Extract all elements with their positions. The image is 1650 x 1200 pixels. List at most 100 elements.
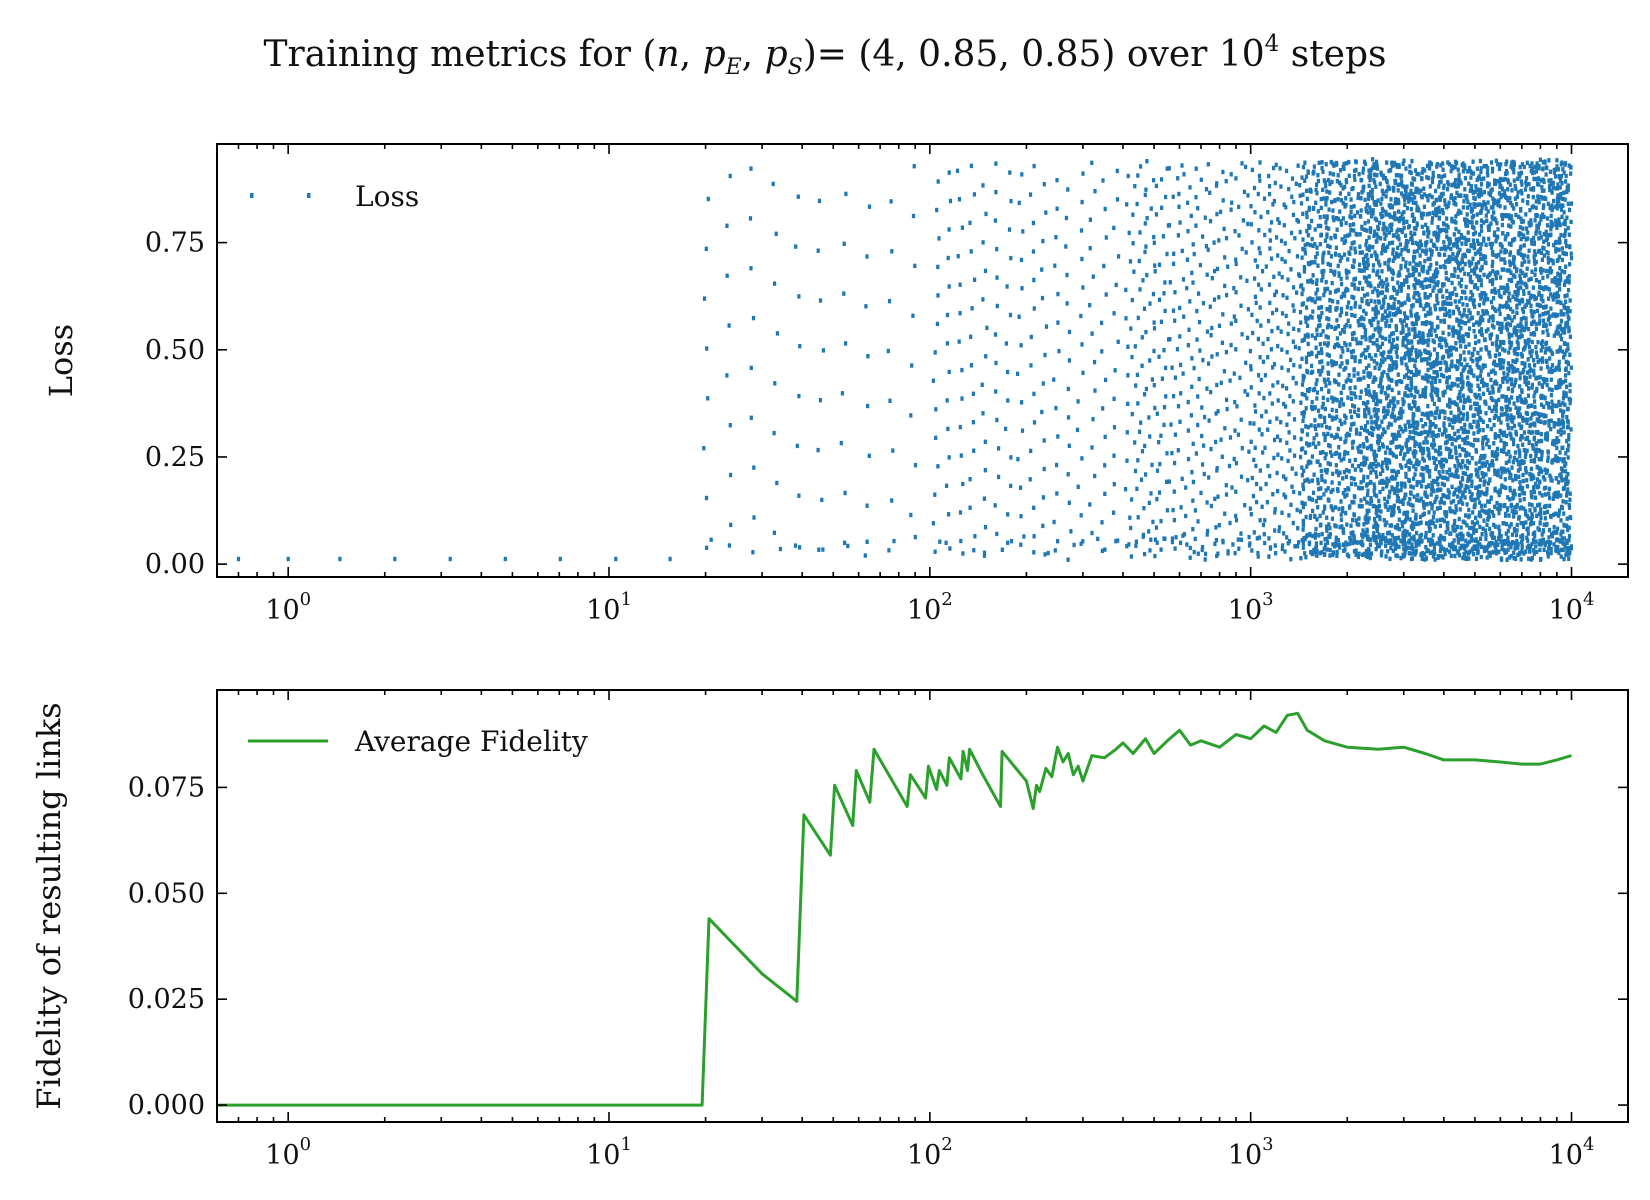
loss-point: [1365, 202, 1369, 208]
loss-point: [1286, 331, 1290, 337]
loss-point: [1326, 361, 1330, 366]
loss-point: [1321, 450, 1325, 455]
loss-point: [1359, 177, 1363, 183]
loss-point: [1253, 445, 1257, 450]
loss-point: [1463, 427, 1467, 432]
loss-point: [1149, 491, 1153, 496]
loss-point: [1310, 333, 1314, 338]
loss-point: [1507, 400, 1511, 405]
loss-point: [1310, 315, 1314, 320]
loss-point: [1171, 308, 1176, 313]
loss-point: [1443, 410, 1447, 415]
loss-point: [1567, 533, 1572, 539]
loss-point: [1479, 182, 1484, 187]
loss-point: [1521, 370, 1525, 375]
loss-point: [1219, 437, 1223, 442]
loss-point: [1467, 308, 1471, 313]
loss-point: [1133, 344, 1137, 349]
loss-point: [1542, 239, 1546, 244]
loss-point: [1389, 197, 1393, 202]
loss-point: [1344, 510, 1348, 516]
loss-point: [1326, 377, 1330, 382]
loss-point: [1569, 255, 1574, 261]
loss-point: [1313, 513, 1317, 519]
loss-point: [1502, 340, 1506, 346]
loss-point: [1144, 472, 1148, 477]
loss-point: [1428, 193, 1432, 198]
loss-point: [1239, 417, 1243, 422]
loss-point: [1363, 496, 1367, 501]
loss-point: [1500, 321, 1504, 327]
loss-point: [1479, 169, 1483, 174]
loss-point: [1427, 265, 1431, 271]
loss-point: [1401, 397, 1405, 402]
loss-point: [1337, 382, 1341, 387]
loss-point: [1252, 421, 1256, 426]
loss-point: [1224, 492, 1229, 497]
loss-point: [1390, 342, 1394, 347]
loss-point: [1338, 470, 1342, 475]
loss-point: [1278, 438, 1282, 443]
loss-point: [1498, 180, 1502, 185]
loss-point: [1545, 359, 1549, 365]
loss-point: [1551, 294, 1555, 299]
loss-point: [1435, 212, 1439, 218]
loss-point: [816, 447, 820, 453]
loss-point: [1484, 206, 1488, 211]
loss-point: [1254, 463, 1258, 469]
loss-point: [1434, 464, 1438, 469]
loss-point: [1462, 552, 1466, 557]
loss-point: [933, 350, 937, 355]
loss-point: [1357, 522, 1361, 527]
loss-point: [1217, 523, 1221, 528]
loss-point: [993, 218, 997, 223]
loss-point: [1481, 427, 1485, 433]
loss-point: [1031, 249, 1035, 254]
loss-point: [1349, 391, 1353, 396]
loss-point: [1321, 187, 1325, 192]
loss-point: [1455, 377, 1459, 382]
loss-point: [1300, 356, 1304, 361]
loss-point: [1559, 381, 1563, 386]
loss-point: [1535, 228, 1539, 233]
loss-point: [1556, 526, 1560, 531]
loss-point: [1234, 257, 1238, 262]
loss-point: [1438, 541, 1442, 547]
loss-point: [1234, 461, 1238, 466]
loss-point: [1507, 459, 1511, 464]
loss-point: [1424, 251, 1428, 256]
loss-point: [1069, 529, 1073, 534]
loss-point: [1523, 454, 1527, 460]
loss-point: [1323, 551, 1327, 557]
loss-point: [1454, 226, 1458, 232]
loss-point: [1531, 314, 1535, 319]
loss-point: [1376, 347, 1380, 352]
loss-point: [1558, 323, 1562, 328]
loss-point: [1352, 476, 1356, 482]
loss-point: [1441, 469, 1445, 474]
loss-point: [1391, 240, 1395, 245]
loss-point: [1472, 225, 1476, 231]
loss-point: [1383, 315, 1387, 320]
loss-point: [1284, 205, 1288, 210]
loss-point: [1482, 301, 1486, 306]
loss-point: [1335, 469, 1339, 474]
loss-point: [1248, 541, 1252, 546]
loss-point: [1379, 351, 1383, 357]
loss-point: [1564, 359, 1568, 365]
loss-point: [1471, 352, 1475, 357]
loss-point: [1080, 342, 1084, 347]
loss-point: [1386, 507, 1390, 512]
loss-point: [1476, 495, 1480, 501]
loss-point: [1171, 194, 1175, 199]
loss-point: [1540, 293, 1544, 299]
loss-point: [1364, 483, 1369, 488]
loss-point: [1444, 446, 1448, 451]
loss-point: [1358, 262, 1362, 267]
loss-point: [1519, 321, 1523, 326]
loss-point: [1164, 394, 1168, 399]
loss-point: [1418, 514, 1423, 520]
loss-point: [1468, 424, 1472, 429]
loss-point: [995, 275, 999, 280]
loss-point: [1347, 469, 1351, 474]
